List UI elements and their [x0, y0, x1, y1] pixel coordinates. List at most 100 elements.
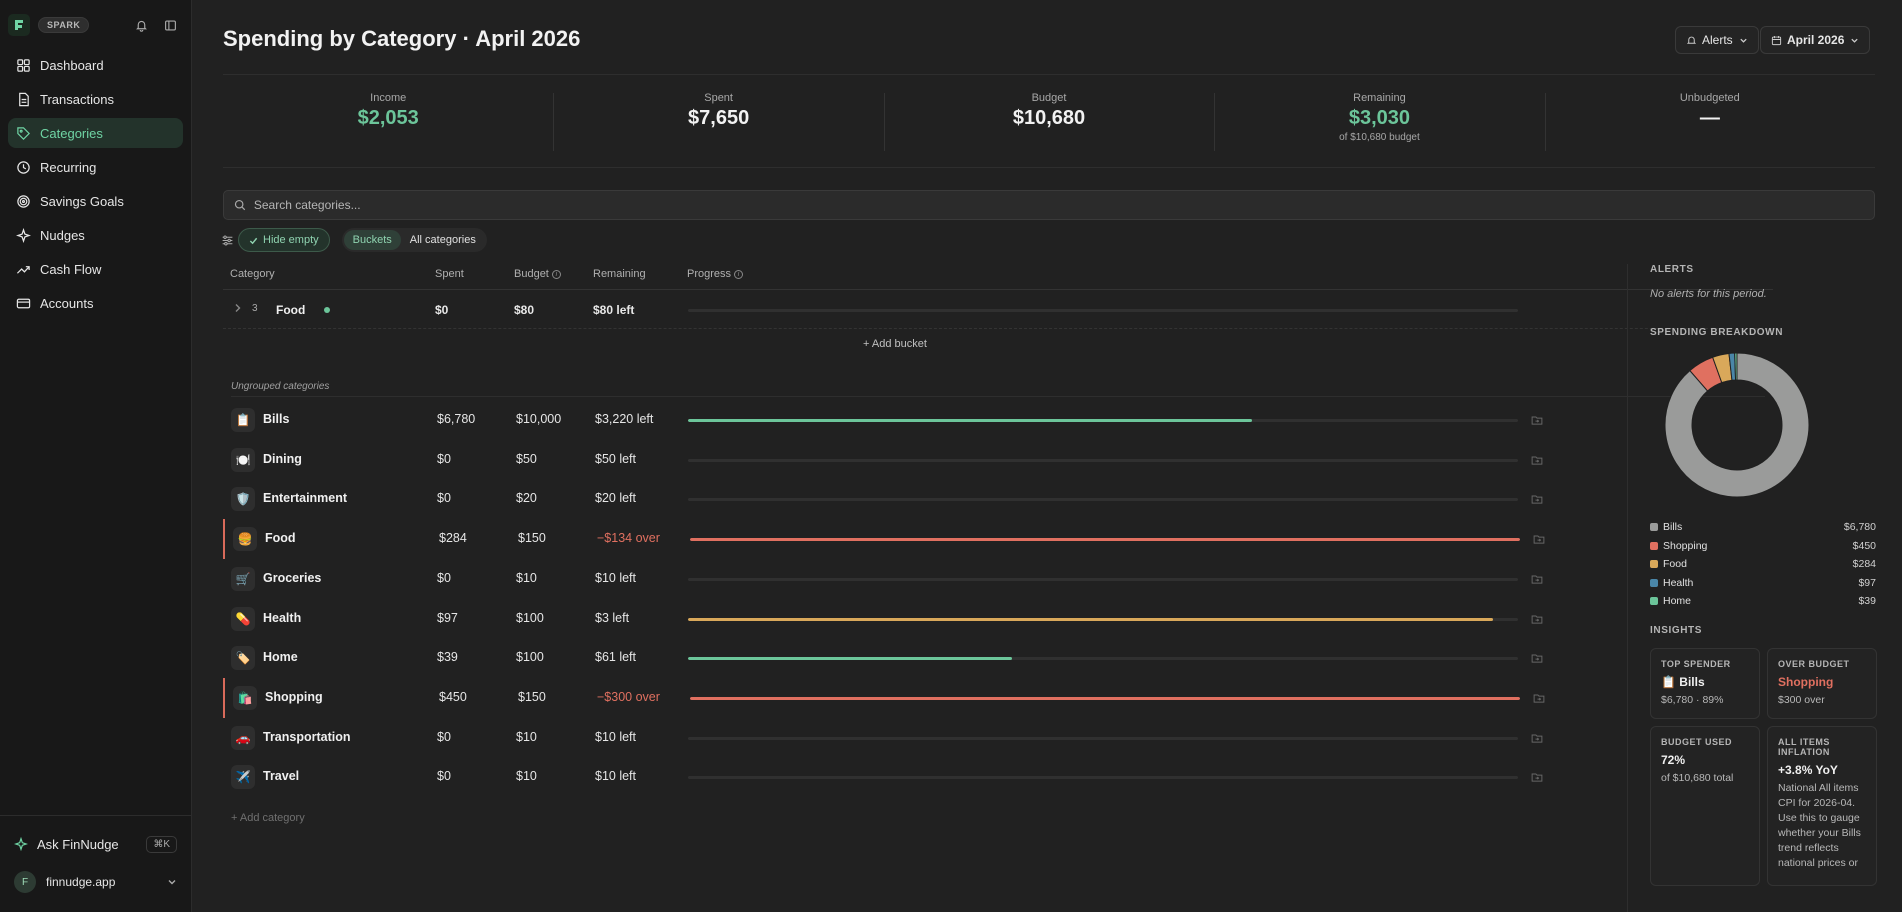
col-progress[interactable]: Progress i: [687, 268, 744, 280]
card-sub: $6,780 · 89%: [1661, 693, 1724, 706]
insight-over-budget[interactable]: OVER BUDGET Shopping $300 over: [1767, 647, 1877, 719]
category-row-shopping[interactable]: 🛍️ Shopping $450 $150 −$300 over: [223, 677, 1773, 718]
status-dot: [324, 307, 330, 313]
ask-finnudge-button[interactable]: Ask FinNudge ⌘K: [14, 826, 177, 862]
sidebar-item-label: Transactions: [40, 91, 114, 107]
bell-icon[interactable]: [131, 15, 151, 35]
category-remaining: $50 left: [595, 451, 637, 466]
sidebar-header: SPARK: [0, 0, 191, 50]
sparkle-icon: [16, 227, 31, 243]
alerts-heading: ALERTS: [1650, 264, 1694, 275]
col-budget[interactable]: Budget i: [514, 268, 561, 280]
sidebar-item-nudges[interactable]: Nudges: [8, 220, 183, 250]
category-budget[interactable]: $10: [516, 729, 537, 744]
alerts-dropdown[interactable]: Alerts: [1675, 26, 1759, 54]
insights-heading: INSIGHTS: [1650, 624, 1703, 636]
chevron-right-icon[interactable]: [234, 302, 242, 316]
insight-cards: TOP SPENDER 📋 Bills $6,780 · 89% OVER BU…: [1650, 647, 1902, 886]
sidebar-item-categories[interactable]: Categories: [8, 118, 183, 148]
move-to-bucket-icon[interactable]: [1531, 613, 1543, 625]
chevron-down-icon: [1851, 38, 1859, 43]
move-to-bucket-icon[interactable]: [1531, 414, 1543, 426]
view-toggle: Buckets All categories: [341, 228, 487, 252]
move-to-bucket-icon[interactable]: [1531, 771, 1543, 783]
sidebar: SPARK Dashboard Transactions Categories …: [0, 0, 192, 912]
category-budget[interactable]: $10: [516, 570, 537, 585]
move-to-bucket-icon[interactable]: [1531, 493, 1543, 505]
view-buckets[interactable]: Buckets: [343, 230, 401, 250]
no-alerts-text: No alerts for this period.: [1650, 288, 1767, 300]
category-budget[interactable]: $10,000: [516, 412, 562, 426]
legend-swatch: [1650, 541, 1658, 550]
col-category[interactable]: Category: [230, 268, 275, 280]
move-to-bucket-icon[interactable]: [1531, 732, 1543, 744]
add-category-button[interactable]: + Add category: [231, 812, 305, 824]
col-remaining[interactable]: Remaining: [593, 268, 646, 280]
account-switcher[interactable]: F finnudge.app: [14, 862, 177, 902]
breakdown-legend: Bills $6,780 Shopping $450 Food $284 Health $97…: [1650, 518, 1876, 611]
category-budget[interactable]: $100: [516, 610, 544, 625]
insight-inflation[interactable]: ALL ITEMS INFLATION +3.8% YoY National A…: [1767, 725, 1877, 886]
legend-item-bills[interactable]: Bills $6,780: [1650, 518, 1876, 537]
category-name: Bills: [263, 412, 290, 426]
sidebar-item-recurring[interactable]: Recurring: [8, 152, 183, 182]
sidebar-item-cash-flow[interactable]: Cash Flow: [8, 254, 183, 284]
category-budget[interactable]: $20: [516, 491, 537, 506]
move-to-bucket-icon[interactable]: [1531, 573, 1543, 585]
category-row-health[interactable]: 💊 Health $97 $100 $3 left: [223, 599, 1773, 639]
category-row-transportation[interactable]: 🚗 Transportation $0 $10 $10 left: [223, 718, 1773, 758]
legend-item-food[interactable]: Food $284: [1650, 555, 1876, 574]
col-spent[interactable]: Spent: [435, 268, 464, 280]
category-remaining: −$134 over: [597, 531, 660, 546]
move-to-bucket-icon[interactable]: [1531, 454, 1543, 466]
category-budget[interactable]: $100: [516, 650, 544, 665]
category-spent: $0: [437, 491, 451, 506]
clock-icon: [17, 160, 30, 174]
category-remaining: $3,220 left: [595, 412, 654, 426]
insight-top-spender[interactable]: TOP SPENDER 📋 Bills $6,780 · 89%: [1650, 647, 1760, 719]
legend-label: Health: [1663, 576, 1694, 589]
category-name: Transportation: [263, 729, 351, 744]
move-to-bucket-icon[interactable]: [1531, 652, 1543, 664]
category-icon: 🚗: [231, 725, 255, 750]
period-selector[interactable]: April 2026: [1760, 26, 1871, 54]
legend-item-shopping[interactable]: Shopping $450: [1650, 537, 1876, 556]
search-input[interactable]: [253, 198, 1864, 212]
sidebar-toggle-icon[interactable]: [160, 15, 180, 35]
sidebar-item-transactions[interactable]: Transactions: [8, 84, 183, 114]
insight-budget-used[interactable]: BUDGET USED 72% of $10,680 total: [1650, 725, 1760, 886]
add-bucket-button[interactable]: + Add bucket: [863, 338, 927, 350]
legend-item-health[interactable]: Health $97: [1650, 574, 1876, 593]
category-name: Health: [263, 610, 302, 625]
category-row-home[interactable]: 🏷️ Home $39 $100 $61 left: [223, 638, 1773, 678]
card-icon: [16, 298, 31, 308]
category-row-bills[interactable]: 📋 Bills $6,780 $10,000 $3,220 left: [223, 400, 1773, 440]
category-row-groceries[interactable]: 🛒 Groceries $0 $10 $10 left: [223, 559, 1773, 599]
sidebar-item-dashboard[interactable]: Dashboard: [8, 50, 183, 80]
category-budget[interactable]: $10: [516, 769, 537, 784]
bucket-row[interactable]: 3 Food $0 $80 $80 left: [223, 291, 1773, 329]
category-budget[interactable]: $150: [518, 689, 546, 704]
move-to-bucket-icon[interactable]: [1533, 692, 1545, 704]
category-remaining: $10 left: [595, 769, 637, 784]
category-budget[interactable]: $150: [518, 531, 546, 546]
view-all-categories[interactable]: All categories: [409, 234, 476, 246]
sidebar-item-savings-goals[interactable]: Savings Goals: [8, 186, 183, 216]
category-row-travel[interactable]: ✈️ Travel $0 $10 $10 left: [223, 757, 1773, 797]
move-to-bucket-icon[interactable]: [1533, 533, 1545, 545]
category-row-dining[interactable]: 🍽️ Dining $0 $50 $50 left: [223, 440, 1773, 480]
legend-label: Bills: [1663, 521, 1683, 534]
sidebar-item-label: Nudges: [40, 227, 85, 243]
category-row-food[interactable]: 🍔 Food $284 $150 −$134 over: [223, 519, 1773, 560]
category-row-entertainment[interactable]: 🛡️ Entertainment $0 $20 $20 left: [223, 479, 1773, 519]
progress-fill: [688, 657, 1012, 661]
period-label: April 2026: [1787, 33, 1845, 47]
sliders-icon[interactable]: [221, 234, 234, 247]
hide-empty-toggle[interactable]: Hide empty: [238, 228, 330, 252]
donut-slice-bills[interactable]: [1664, 352, 1810, 498]
category-budget[interactable]: $50: [516, 451, 537, 466]
sidebar-item-accounts[interactable]: Accounts: [8, 288, 183, 318]
category-icon: 📋: [231, 408, 255, 432]
app-logo[interactable]: [8, 14, 30, 36]
legend-item-home[interactable]: Home $39: [1650, 592, 1876, 611]
